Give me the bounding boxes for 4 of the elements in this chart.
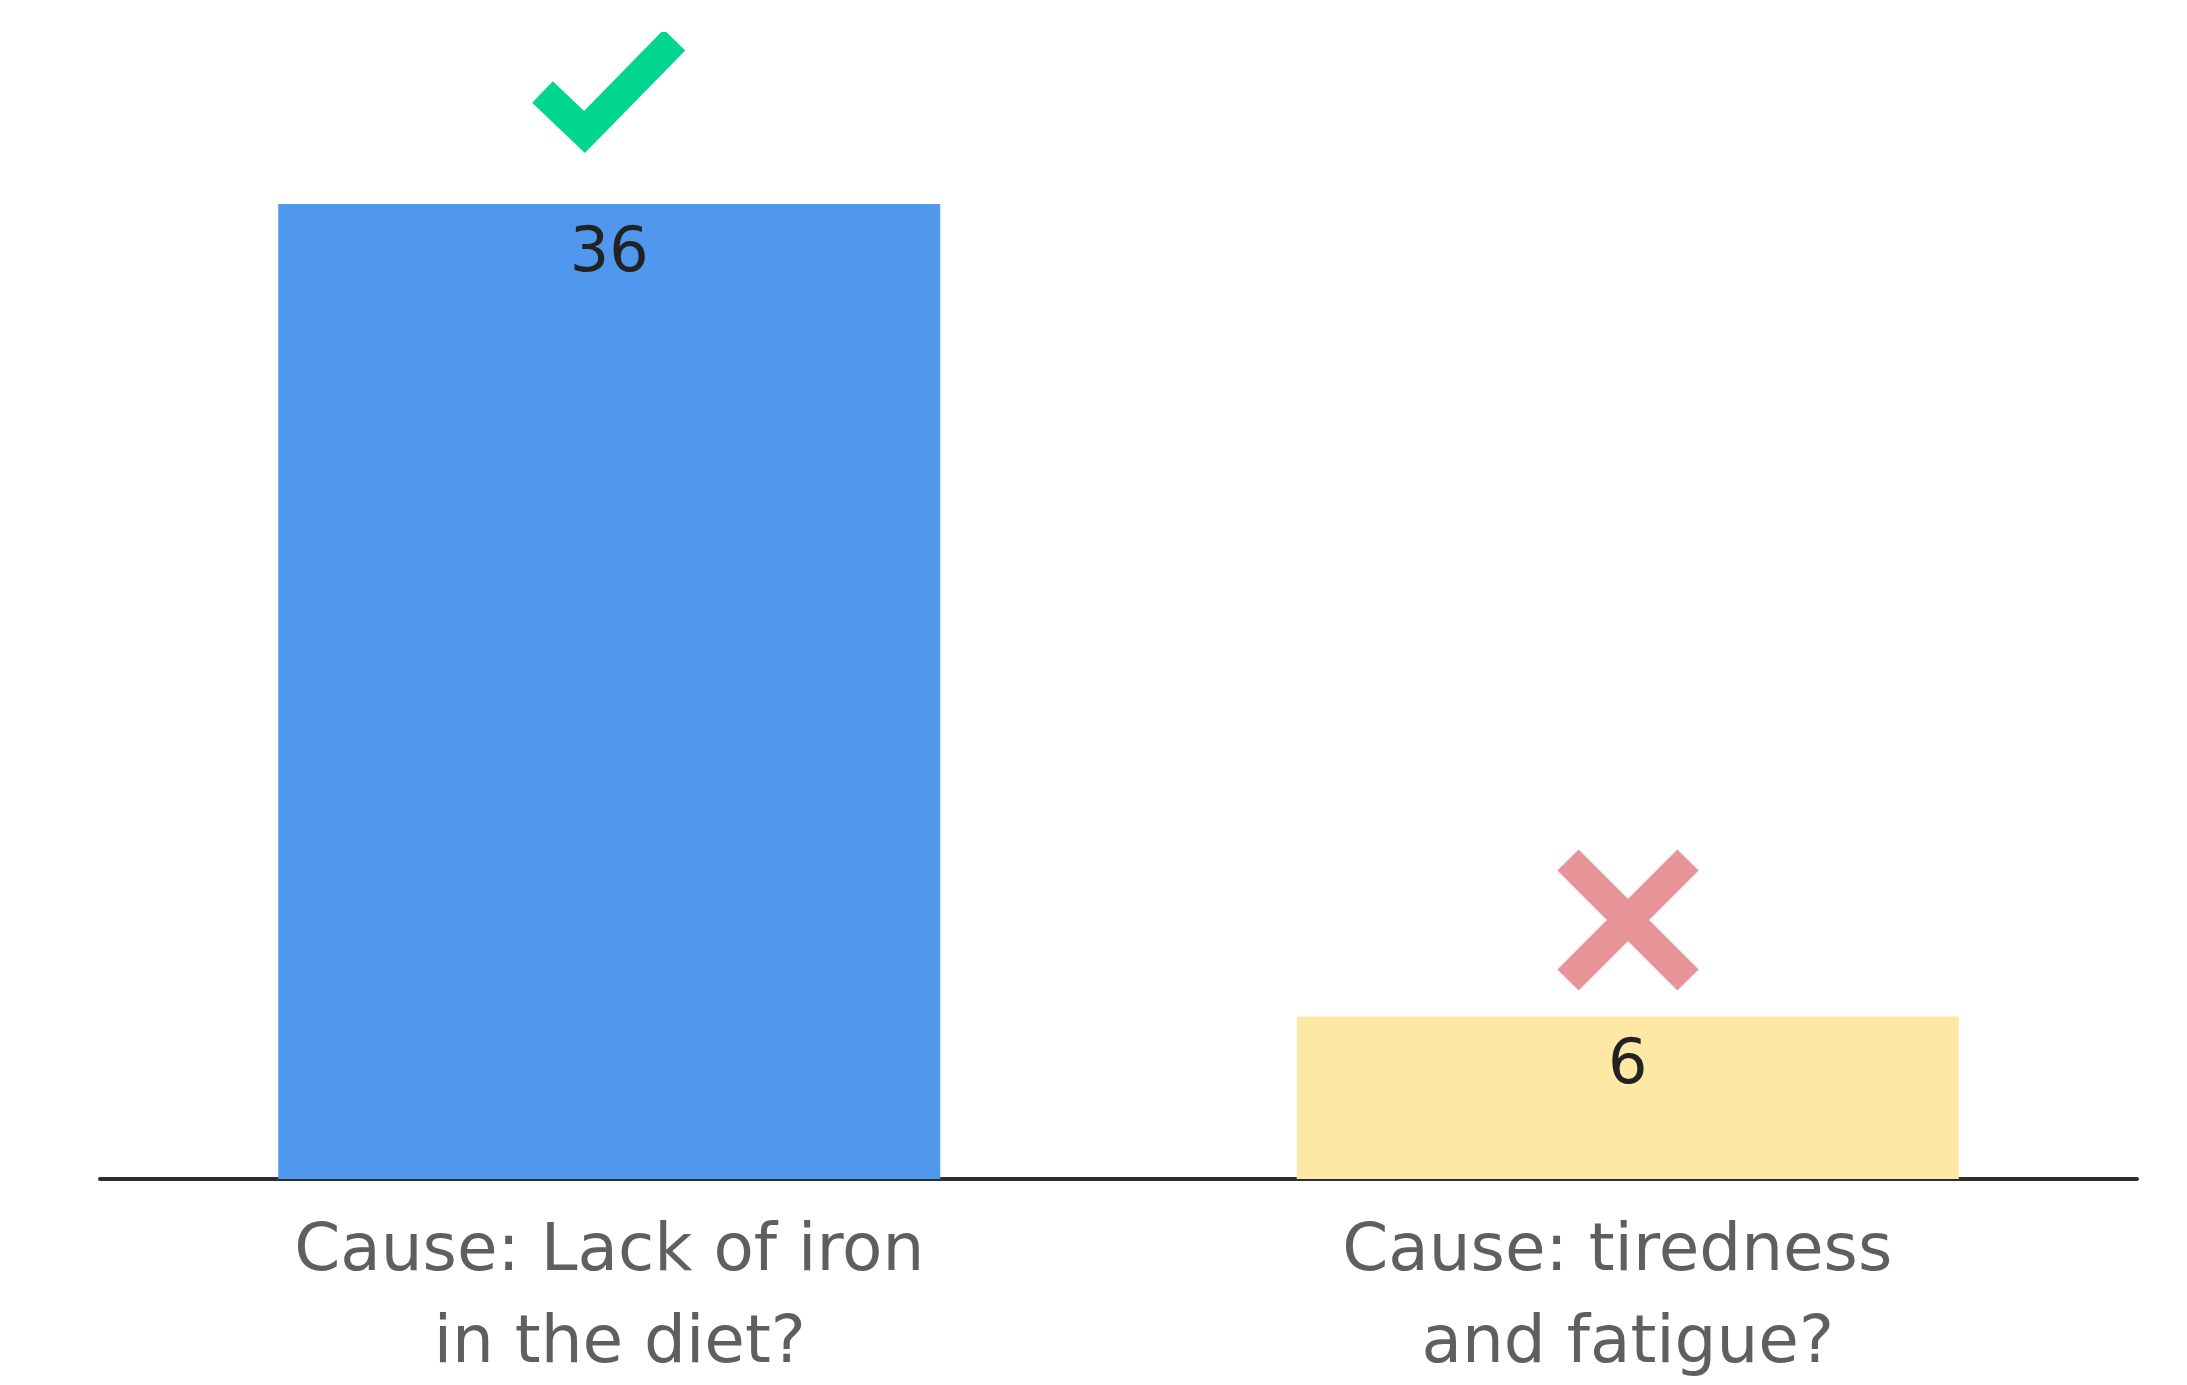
x-tick-label: Cause: Lack of iron in the diet?: [294, 1208, 925, 1378]
x-tick-label: Cause: tiredness and fatigue?: [1342, 1208, 1914, 1378]
data-label: 36: [569, 212, 649, 286]
data-label: 6: [1608, 1025, 1648, 1098]
